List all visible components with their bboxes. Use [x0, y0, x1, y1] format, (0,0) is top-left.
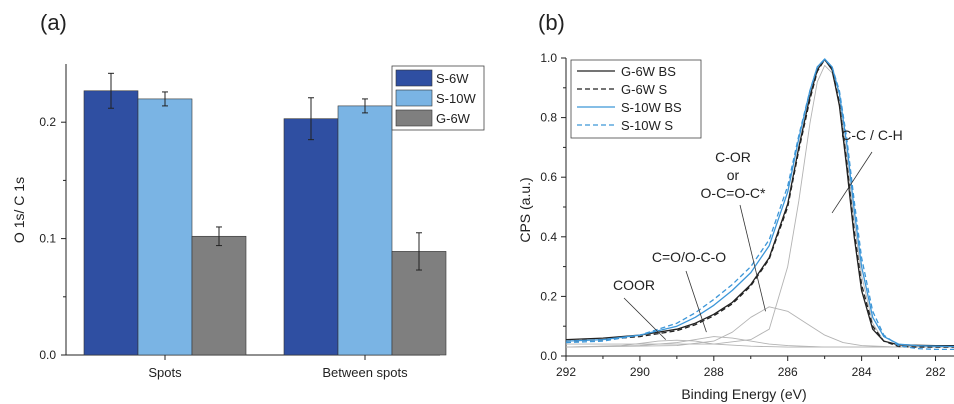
legend-label: G-6W BS — [621, 64, 676, 79]
legend-box — [570, 59, 702, 139]
panel-b-label: (b) — [538, 10, 565, 35]
panel-b-legend: G-6W BS G-6W S S-10W BS S-10W S — [570, 59, 702, 139]
annotation-c-or: or — [727, 167, 740, 183]
annotation-pointer — [739, 204, 766, 312]
panel-a-plot-area: 0.0 0.1 0.2 Spots Between spots — [39, 64, 447, 380]
x-tick-label: 290 — [630, 365, 650, 379]
legend-label: G-6W — [436, 111, 471, 126]
annotation-pointer — [831, 151, 873, 214]
bar-s-10w — [337, 105, 393, 356]
y-tick-label: 0.4 — [540, 230, 557, 244]
x-tick-label: 288 — [704, 365, 724, 379]
annotation-c-c: C-C / C-H — [841, 127, 902, 143]
bar-s-10w — [137, 98, 193, 356]
series-g-6w-s — [565, 58, 954, 348]
bar-s-6w — [283, 118, 339, 356]
panel-b-plot-area: 0.0 0.2 0.4 0.6 0.8 1.0 292 290 288 286 284 282 — [540, 51, 954, 379]
y-tick-label: 0.0 — [39, 348, 56, 362]
legend-label: S-10W — [436, 91, 476, 106]
annotation-c-or: C-OR — [715, 149, 751, 165]
panel-a-legend: S-6W S-10W G-6W — [391, 65, 485, 131]
y-tick-label: 0.6 — [540, 170, 557, 184]
bar-s-6w — [83, 90, 139, 356]
fit-component — [565, 339, 954, 348]
panel-b-ylabel: CPS (a.u.) — [517, 177, 533, 242]
annotation-pointer — [623, 297, 667, 340]
annotation-c-or: O-C=O-C* — [701, 185, 767, 201]
legend-swatch — [395, 69, 433, 87]
y-tick-label: 0.0 — [540, 349, 557, 363]
y-tick-label: 0.8 — [540, 111, 557, 125]
x-tick-label: 282 — [926, 365, 946, 379]
legend-swatch — [395, 109, 433, 127]
legend-label: S-6W — [436, 71, 469, 86]
panel-b-annotations: COOR C=O/O-C-O C-OR or O-C=O-C* C-C / C-H — [613, 127, 903, 340]
legend-label: S-10W S — [621, 118, 673, 133]
x-tick-label: 284 — [852, 365, 872, 379]
x-tick-label: Spots — [148, 365, 182, 380]
y-tick-label: 0.2 — [540, 289, 557, 303]
legend-swatch — [395, 89, 433, 107]
panel-a-label: (a) — [40, 10, 67, 35]
legend-label: G-6W S — [621, 82, 668, 97]
panel-b-xlabel: Binding Energy (eV) — [681, 386, 806, 402]
panel-a: (a) O 1s/ C 1s 0.0 0.1 0.2 Spots Between spo… — [11, 10, 485, 380]
annotation-coor: COOR — [613, 277, 655, 293]
annotation-pointer — [685, 270, 707, 333]
series-s-10w-s — [565, 58, 954, 351]
legend-label: S-10W BS — [621, 100, 682, 115]
x-tick-label: 292 — [556, 365, 576, 379]
x-tick-label: 286 — [778, 365, 798, 379]
x-tick-label: Between spots — [322, 365, 408, 380]
y-tick-label: 0.1 — [39, 232, 56, 246]
annotation-c-o: C=O/O-C-O — [652, 249, 726, 265]
panel-a-ylabel: O 1s/ C 1s — [11, 177, 27, 243]
y-tick-label: 0.2 — [39, 115, 56, 129]
fit-component — [566, 64, 954, 348]
bar-g-6w — [191, 235, 247, 356]
y-tick-label: 1.0 — [540, 51, 557, 65]
panel-b: (b) CPS (a.u.) Binding Energy (eV) 0.00.… — [517, 10, 954, 402]
fit-component — [565, 306, 954, 348]
